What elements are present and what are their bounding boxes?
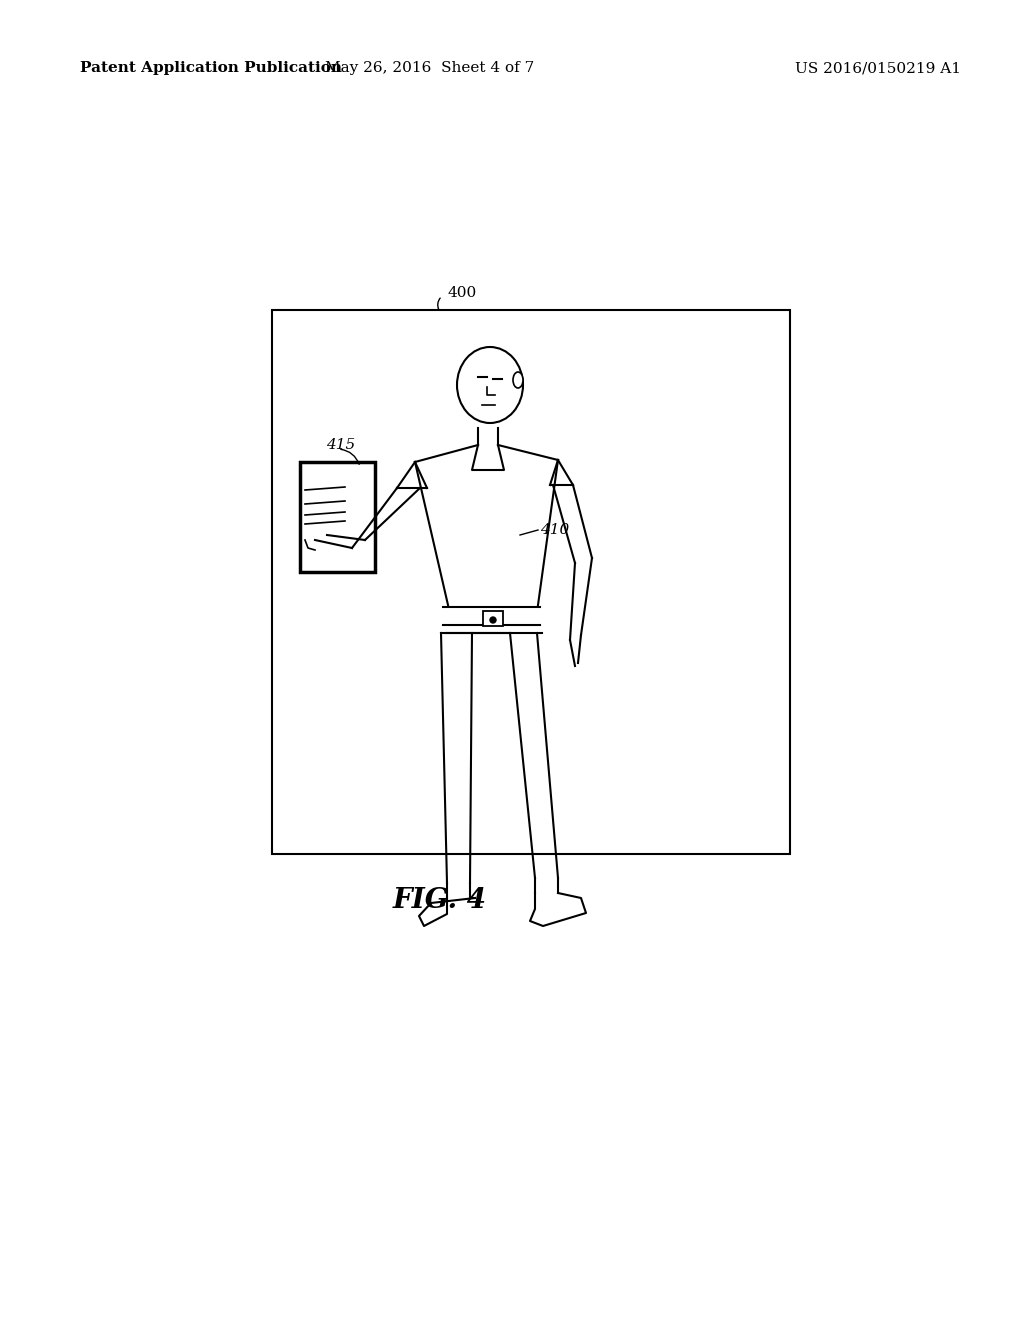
Text: FIG. 4: FIG. 4 bbox=[393, 887, 487, 913]
Bar bbox=[483, 611, 503, 626]
Circle shape bbox=[490, 616, 496, 623]
Ellipse shape bbox=[457, 347, 523, 422]
Bar bbox=[300, 462, 375, 572]
Text: May 26, 2016  Sheet 4 of 7: May 26, 2016 Sheet 4 of 7 bbox=[326, 61, 535, 75]
Text: 400: 400 bbox=[447, 286, 476, 300]
Ellipse shape bbox=[513, 372, 523, 388]
Text: 410: 410 bbox=[540, 523, 569, 537]
Text: US 2016/0150219 A1: US 2016/0150219 A1 bbox=[795, 61, 961, 75]
Text: Patent Application Publication: Patent Application Publication bbox=[80, 61, 342, 75]
Bar bbox=[272, 310, 790, 854]
Text: 415: 415 bbox=[326, 438, 355, 451]
